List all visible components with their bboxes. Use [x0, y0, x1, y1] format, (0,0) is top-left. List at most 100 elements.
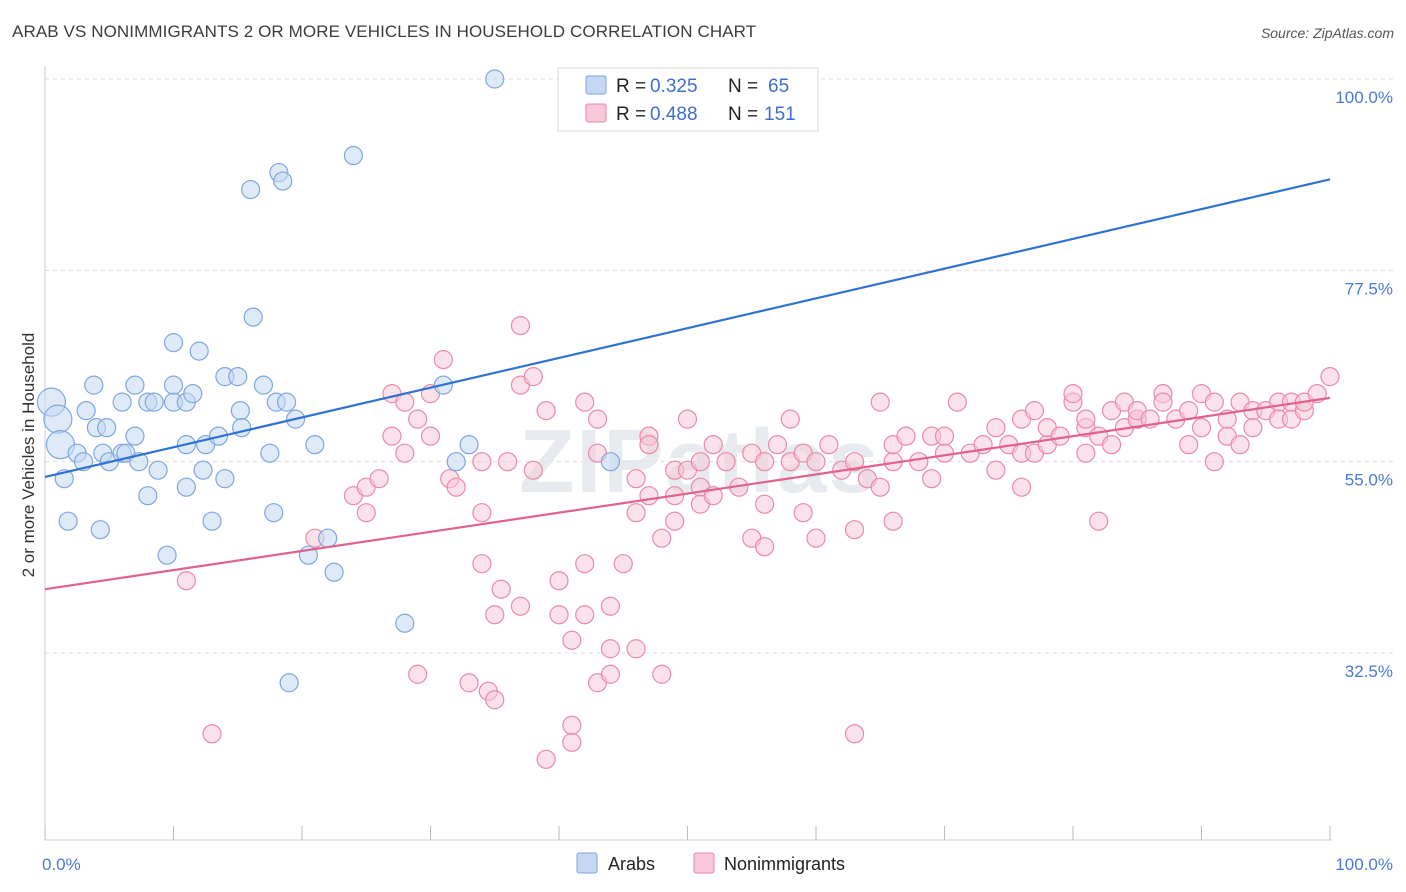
data-point	[639, 435, 659, 455]
data-point	[228, 367, 248, 387]
data-point	[896, 426, 916, 446]
data-point	[754, 494, 775, 514]
data-point	[716, 452, 736, 472]
data-point	[844, 724, 865, 744]
y-tick-label: 32.5%	[1345, 662, 1393, 681]
legend-n-value: 151	[764, 104, 796, 125]
data-point	[844, 452, 865, 472]
data-point	[148, 460, 168, 480]
data-point	[523, 460, 543, 480]
data-point	[157, 545, 177, 565]
legend-r-value: 0.325	[650, 76, 698, 97]
x-tick-label: 0.0%	[42, 855, 81, 874]
data-point	[575, 554, 595, 574]
data-point	[472, 554, 492, 574]
data-point	[176, 571, 196, 591]
data-point	[600, 639, 621, 659]
data-point	[536, 401, 556, 421]
data-point	[318, 528, 338, 548]
correlation-legend: R = 0.325 N = 65 R = 0.488 N = 151	[557, 67, 819, 132]
data-point	[97, 418, 117, 438]
data-point	[639, 486, 659, 506]
data-point	[1011, 477, 1032, 497]
data-point	[587, 409, 608, 429]
data-point	[819, 435, 839, 455]
data-point	[626, 503, 646, 523]
chart-title: ARAB VS NONIMMIGRANTS 2 OR MORE VEHICLES…	[12, 22, 757, 41]
data-point	[510, 316, 531, 336]
data-point	[1320, 367, 1340, 387]
data-point	[1024, 401, 1045, 421]
data-point	[369, 469, 389, 489]
data-point	[1243, 418, 1263, 438]
data-point	[1204, 452, 1224, 472]
data-point	[793, 503, 813, 523]
data-point	[677, 409, 698, 429]
data-point	[90, 520, 110, 540]
axes	[44, 66, 1332, 841]
data-point	[138, 486, 158, 506]
trend-line	[44, 178, 1331, 479]
data-point	[408, 409, 428, 429]
y-tick-label: 77.5%	[1345, 279, 1393, 298]
legend-swatch-arabs	[576, 852, 598, 874]
data-point	[433, 350, 453, 370]
series-legend: Arabs Nonimmigrants	[576, 852, 845, 874]
data-point	[356, 503, 376, 523]
legend-n-label: N =	[728, 76, 758, 97]
data-point	[189, 341, 209, 361]
data-point	[1153, 392, 1173, 412]
data-point	[536, 749, 556, 769]
data-point	[1063, 384, 1083, 404]
data-point	[446, 452, 466, 472]
trend-line	[44, 396, 1331, 591]
data-point	[844, 520, 865, 540]
data-point	[870, 477, 890, 497]
data-point	[575, 392, 595, 412]
legend-r-value: 0.488	[650, 104, 698, 125]
data-point	[780, 409, 800, 429]
data-point	[58, 511, 78, 531]
data-point	[1191, 418, 1212, 438]
data-point	[523, 367, 543, 387]
data-point	[485, 690, 505, 710]
data-point	[947, 392, 967, 412]
legend-swatch-nonimmigrants	[693, 852, 715, 874]
data-point	[84, 375, 104, 395]
data-point	[1101, 435, 1122, 455]
data-point	[600, 664, 621, 684]
legend-r-label: R =	[616, 104, 646, 125]
data-point	[934, 443, 955, 463]
tick-labels: 32.5% 55.0% 77.5% 100.0% 0.0% 100.0%	[42, 88, 1393, 874]
legend-swatch-arabs	[585, 75, 607, 95]
data-point	[613, 554, 633, 574]
y-tick-label: 55.0%	[1345, 471, 1393, 490]
data-point	[652, 664, 672, 684]
data-point	[600, 596, 621, 616]
legend-r-label: R =	[616, 76, 646, 97]
data-point	[215, 469, 235, 489]
data-point	[264, 503, 284, 523]
data-point	[446, 477, 466, 497]
data-point	[382, 426, 402, 446]
data-point	[1230, 435, 1250, 455]
data-point	[491, 579, 511, 599]
data-point	[230, 401, 250, 421]
grid-lines	[45, 78, 1394, 654]
data-point	[562, 715, 582, 735]
legend-n-label: N =	[728, 104, 758, 125]
data-point	[883, 511, 903, 531]
data-point	[163, 333, 184, 353]
data-point	[806, 452, 826, 472]
data-point	[549, 605, 569, 625]
data-point	[112, 392, 132, 412]
data-point	[562, 732, 582, 752]
data-point	[183, 384, 203, 404]
data-point	[1076, 443, 1096, 463]
data-point	[176, 477, 196, 497]
data-point	[472, 503, 492, 523]
data-point	[459, 435, 479, 455]
legend-swatch-nonimmigrants	[585, 103, 607, 123]
data-point	[986, 460, 1006, 480]
data-point	[202, 511, 222, 531]
